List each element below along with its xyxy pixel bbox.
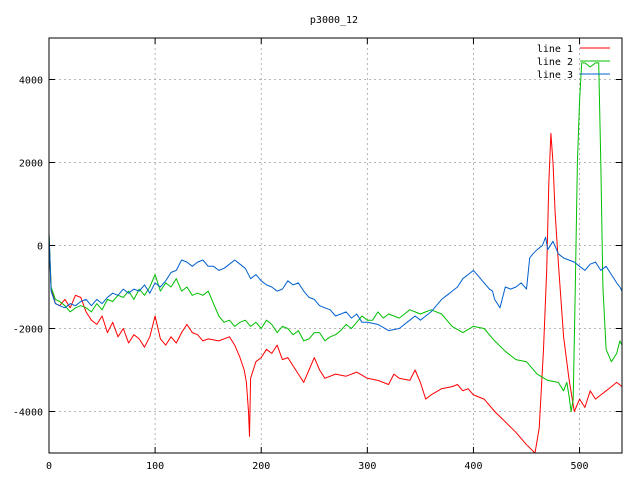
legend-label: line 3: [537, 70, 573, 81]
y-tick-label: 0: [37, 242, 43, 253]
grid: [49, 38, 622, 453]
x-tick-label: 0: [46, 461, 52, 472]
x-tick-label: 200: [252, 461, 270, 472]
legend-label: line 2: [537, 57, 573, 68]
y-tick-label: 4000: [19, 76, 43, 87]
x-tick-label: 300: [358, 461, 376, 472]
axes: 0 100 200 300 400 500 -4000 -2000 0 2000 4000: [13, 37, 623, 472]
x-tick-label: 400: [464, 461, 482, 472]
y-tick-label: 2000: [19, 159, 43, 170]
plot-frame: [48, 37, 623, 454]
series-line-3: [49, 232, 622, 332]
series-lines: [49, 62, 622, 453]
chart-title: p3000_12: [310, 15, 358, 26]
series-line-2: [49, 62, 622, 412]
series-line-1: [49, 132, 622, 453]
legend: line 1 line 2 line 3: [537, 44, 610, 81]
x-tick-label: 100: [146, 461, 164, 472]
y-tick-label: -4000: [13, 408, 43, 419]
legend-label: line 1: [537, 44, 573, 55]
y-tick-label: -2000: [13, 325, 43, 336]
x-tick-label: 500: [571, 461, 589, 472]
